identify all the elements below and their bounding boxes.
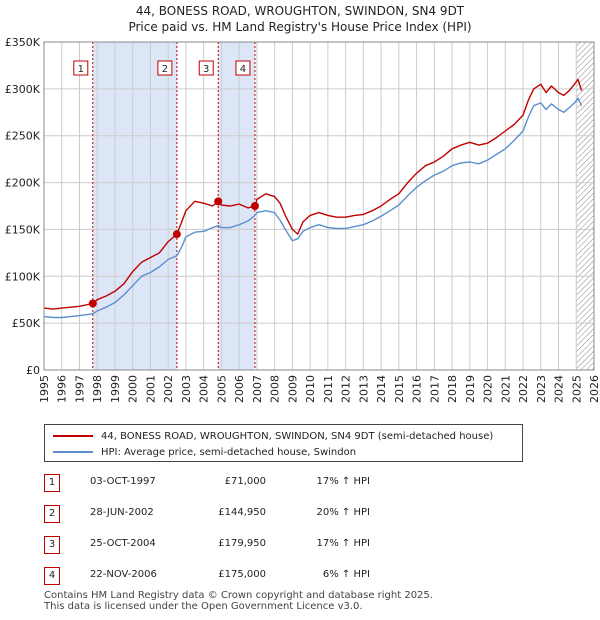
x-tick-label: 2001 (144, 375, 157, 403)
y-tick-label: £150K (5, 223, 41, 236)
property-price-line (43, 78, 583, 310)
legend-item-hpi: HPI: Average price, semi-detached house,… (53, 444, 356, 460)
table-row: 1 03-OCT-1997 £71,000 17% ↑ HPI (0, 474, 600, 494)
x-tick-label: 2026 (588, 375, 600, 403)
sale-number-box (157, 60, 173, 76)
x-tick-label: 2008 (269, 375, 282, 403)
sale-point (250, 202, 259, 210)
x-tick-label: 1995 (38, 375, 51, 403)
x-tick-label: 2003 (180, 375, 193, 403)
transaction-number: 2 (44, 505, 60, 523)
x-tick-label: 2007 (251, 375, 264, 403)
x-tick-label: 2014 (375, 375, 388, 403)
sale-point (88, 299, 97, 308)
y-tick-label: £300K (5, 83, 41, 96)
legend-label-property: 44, BONESS ROAD, WROUGHTON, SWINDON, SN4… (101, 430, 494, 442)
x-tick-label: 2017 (428, 375, 441, 403)
y-tick-label: £250K (5, 130, 41, 143)
x-tick-label: 2006 (233, 375, 246, 403)
x-tick-label: 2020 (482, 375, 495, 403)
x-tick-label: 2016 (411, 375, 424, 403)
chart-title-line2: Price paid vs. HM Land Registry's House … (128, 20, 472, 34)
y-tick-label: £100K (5, 270, 41, 283)
sale-number-label: 2 (162, 64, 168, 75)
legend-label-hpi: HPI: Average price, semi-detached house,… (101, 446, 357, 458)
legend: 44, BONESS ROAD, WROUGHTON, SWINDON, SN4… (44, 424, 523, 462)
transaction-price: £144,950 (218, 507, 266, 518)
sale-number-box (73, 60, 89, 76)
x-tick-label: 2023 (535, 375, 548, 403)
x-tick-label: 1999 (109, 375, 122, 403)
x-tick-label: 2019 (464, 375, 477, 403)
transaction-date: 25-OCT-2004 (90, 538, 156, 549)
x-tick-label: 2018 (446, 375, 459, 403)
sale-point (214, 197, 223, 206)
transaction-date: 28-JUN-2002 (90, 507, 154, 518)
legend-swatch-blue (53, 451, 93, 453)
table-row: 2 28-JUN-2002 £144,950 20% ↑ HPI (0, 505, 600, 525)
x-tick-label: 1997 (73, 375, 86, 403)
legend-swatch-red (53, 435, 93, 437)
x-tick-label: 2024 (553, 375, 566, 403)
x-tick-label: 2009 (286, 375, 299, 403)
x-tick-label: 2010 (304, 375, 317, 403)
x-tick-label: 2025 (570, 375, 583, 403)
x-tick-label: 2002 (162, 375, 175, 403)
transaction-price: £71,000 (224, 476, 266, 487)
x-tick-label: 2004 (198, 375, 211, 403)
transaction-hpi: 20% ↑ HPI (316, 507, 370, 518)
transaction-number: 1 (44, 474, 60, 492)
footer-licence: This data is licensed under the Open Gov… (44, 601, 363, 612)
table-row: 3 25-OCT-2004 £179,950 17% ↑ HPI (0, 536, 600, 556)
sale-number-label: 4 (240, 64, 246, 75)
transaction-hpi: 17% ↑ HPI (316, 538, 370, 549)
sale-number-label: 1 (78, 64, 84, 75)
sale-number-box (235, 60, 251, 76)
x-tick-label: 2005 (215, 375, 228, 403)
transaction-date: 22-NOV-2006 (90, 569, 157, 580)
table-row: 4 22-NOV-2006 £175,000 6% ↑ HPI (0, 567, 600, 587)
transaction-number: 4 (44, 567, 60, 585)
x-tick-label: 2000 (127, 375, 140, 403)
x-tick-label: 1996 (56, 375, 69, 403)
sale-number-box (198, 60, 214, 76)
transaction-number: 3 (44, 536, 60, 554)
ownership-shade (92, 42, 177, 370)
y-tick-label: £50K (12, 317, 41, 330)
future-hatch (576, 42, 594, 370)
x-tick-label: 2011 (322, 375, 335, 403)
y-tick-label: £0 (26, 364, 40, 377)
x-tick-label: 2012 (340, 375, 353, 403)
y-tick-label: £200K (5, 177, 41, 190)
transaction-price: £179,950 (218, 538, 266, 549)
transaction-date: 03-OCT-1997 (90, 476, 156, 487)
y-tick-label: £350K (5, 36, 41, 49)
legend-item-property: 44, BONESS ROAD, WROUGHTON, SWINDON, SN4… (53, 428, 493, 444)
x-tick-label: 2022 (517, 375, 530, 403)
chart-title-line1: 44, BONESS ROAD, WROUGHTON, SWINDON, SN4… (135, 4, 465, 18)
x-tick-label: 1998 (91, 375, 104, 403)
plot-border (43, 41, 595, 371)
transaction-hpi: 6% ↑ HPI (322, 569, 370, 580)
sale-point (172, 230, 181, 239)
x-tick-label: 2015 (393, 375, 406, 403)
transaction-hpi: 17% ↑ HPI (316, 476, 370, 487)
x-tick-label: 2021 (499, 375, 512, 403)
transaction-price: £175,000 (218, 569, 266, 580)
footer-copyright: Contains HM Land Registry data © Crown c… (44, 590, 433, 601)
sale-number-label: 3 (203, 64, 209, 75)
x-tick-label: 2013 (357, 375, 370, 403)
hpi-line (43, 97, 583, 319)
price-chart: 1 2 3 4 £0 £50K £100K £150K £200K £250K £300K £350K… (5, 36, 600, 403)
